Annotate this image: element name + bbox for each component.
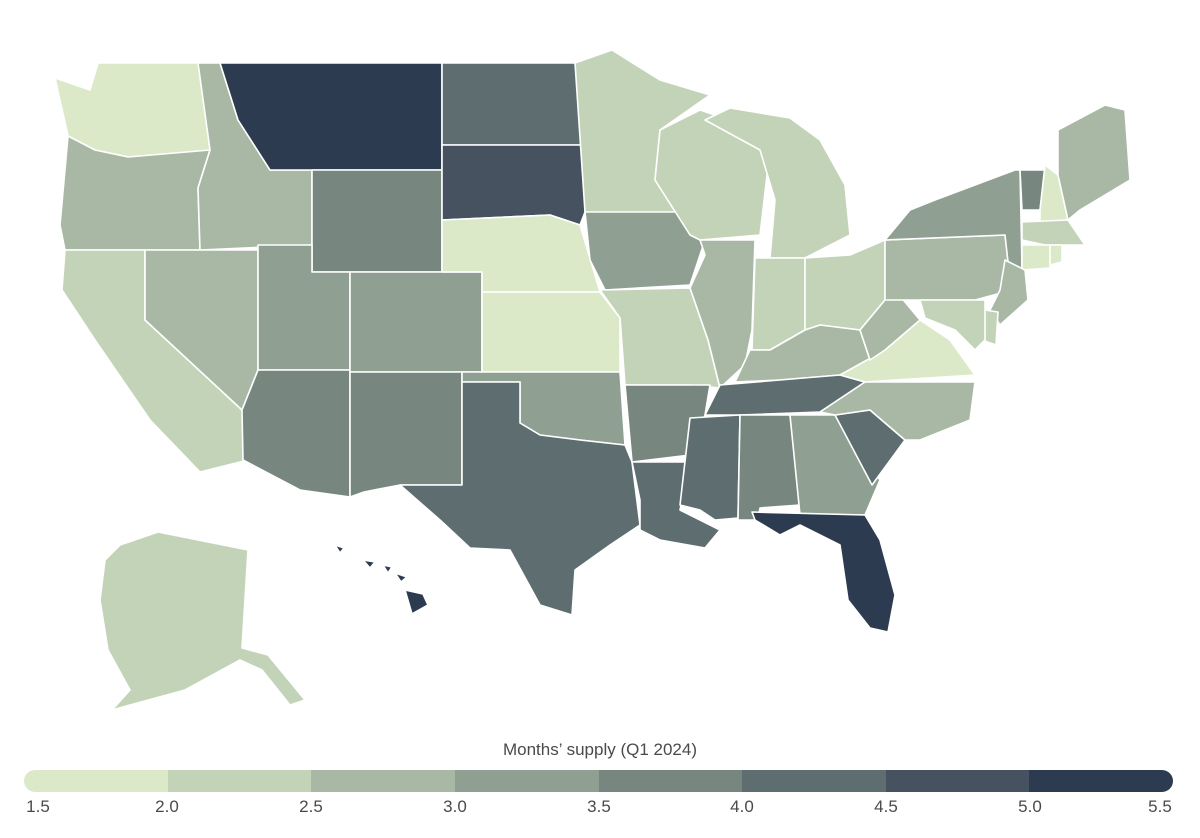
state-pa[interactable] [884, 234, 1013, 301]
state-al[interactable] [737, 414, 801, 521]
state-nc[interactable] [819, 381, 976, 441]
legend-tick-label: 2.0 [155, 797, 179, 816]
legend-bin-2 [167, 770, 312, 792]
legend-bin-4 [454, 770, 599, 792]
legend-bin-5 [598, 770, 743, 792]
legend-title: Months’ supply (Q1 2024) [502, 740, 698, 759]
state-ct[interactable] [1021, 244, 1051, 271]
legend-tick-label: 5.5 [1148, 797, 1172, 816]
state-me[interactable] [1057, 104, 1131, 221]
legend-tick-label: 1.5 [26, 797, 50, 816]
state-ma[interactable] [1021, 219, 1086, 246]
state-nj[interactable] [989, 259, 1029, 326]
state-ms[interactable] [679, 414, 741, 521]
state-tx[interactable] [399, 381, 641, 616]
legend-tick-label: 2.5 [299, 797, 323, 816]
state-fl[interactable] [751, 511, 896, 633]
color-scale-bar [24, 770, 1173, 792]
state-sd[interactable] [441, 144, 586, 226]
state-mi[interactable] [704, 107, 851, 259]
state-co[interactable] [349, 271, 483, 373]
state-ks[interactable] [481, 291, 621, 373]
legend-tick-label: 5.0 [1018, 797, 1042, 816]
legend-tick-label: 4.0 [730, 797, 754, 816]
legend-bin-7 [885, 770, 1030, 792]
state-nm[interactable] [349, 371, 463, 498]
legend-tick-label: 3.0 [443, 797, 467, 816]
legend-bin-6 [742, 770, 886, 792]
legend-tick-label: 4.5 [874, 797, 898, 816]
state-hi[interactable] [334, 544, 429, 615]
legend-bin-3 [311, 770, 455, 792]
state-ak[interactable] [99, 531, 306, 711]
state-ri[interactable] [1049, 244, 1063, 266]
legend-tick-label: 3.5 [587, 797, 611, 816]
state-md[interactable] [919, 299, 986, 351]
state-az[interactable] [241, 369, 351, 498]
legend-bin-1 [24, 770, 168, 792]
state-nd[interactable] [441, 62, 586, 146]
legend-bin-8 [1029, 770, 1173, 792]
us-choropleth-map [54, 49, 1131, 711]
state-ga[interactable] [789, 414, 881, 516]
state-wy[interactable] [311, 169, 443, 273]
state-wi[interactable] [654, 109, 771, 241]
